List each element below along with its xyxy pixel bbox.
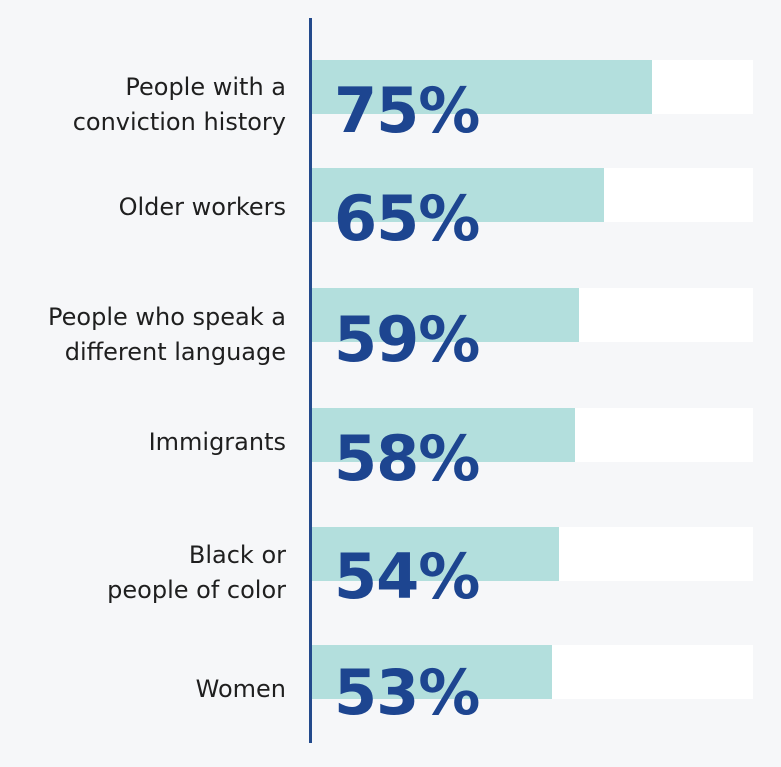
category-label: Older workers xyxy=(119,190,286,225)
bar-fill xyxy=(312,60,652,114)
bar-fill xyxy=(312,408,575,462)
bar-track xyxy=(312,168,753,222)
category-label-line: Black or xyxy=(188,541,286,569)
category-label: Immigrants xyxy=(149,425,286,460)
value-label: 59% xyxy=(334,303,480,376)
category-label-line: different language xyxy=(64,338,286,366)
bar-fill xyxy=(312,288,579,342)
y-axis-line xyxy=(309,18,312,743)
category-label-line: Immigrants xyxy=(148,428,286,456)
category-label-line: Older workers xyxy=(118,193,286,221)
category-label-line: Women xyxy=(195,675,286,703)
category-label-line: people of color xyxy=(107,576,286,604)
value-label: 65% xyxy=(334,182,480,255)
category-label: People with a conviction history xyxy=(73,70,286,140)
value-label: 75% xyxy=(334,74,480,147)
value-label: 54% xyxy=(334,540,480,613)
category-label: People who speak a different language xyxy=(48,300,286,370)
category-label: Black or people of color xyxy=(107,538,286,608)
bar-fill xyxy=(312,645,552,699)
value-label: 58% xyxy=(334,422,480,495)
category-label-line: conviction history xyxy=(72,108,286,136)
bar-track xyxy=(312,645,753,699)
bar-track xyxy=(312,527,753,581)
bar-track xyxy=(312,408,753,462)
bar-track xyxy=(312,288,753,342)
bar-fill xyxy=(312,527,559,581)
category-label-line: People with a xyxy=(125,73,286,101)
value-label: 53% xyxy=(334,656,480,729)
category-label-line: People who speak a xyxy=(48,303,286,331)
bar-track xyxy=(312,60,753,114)
category-label: Women xyxy=(196,672,286,707)
bar-fill xyxy=(312,168,604,222)
